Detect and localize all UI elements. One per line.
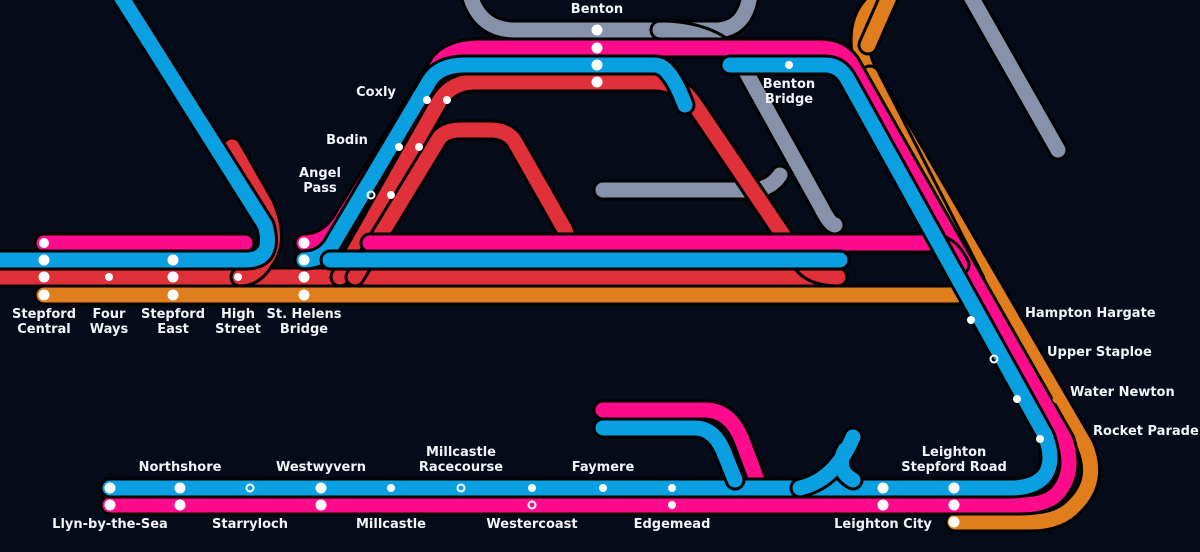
station-label: Four Ways — [89, 307, 129, 337]
station-marker[interactable] — [174, 499, 186, 511]
station-marker[interactable] — [104, 499, 116, 511]
station-marker[interactable] — [591, 59, 603, 71]
station-label: Stepford East — [140, 307, 206, 337]
station-label: Llyn-by-the-Sea — [52, 517, 168, 532]
station-marker[interactable] — [104, 482, 116, 494]
station-marker[interactable] — [1036, 435, 1044, 443]
station-marker[interactable] — [1052, 394, 1062, 404]
station-label: Bodin — [326, 133, 368, 148]
station-marker[interactable] — [423, 96, 431, 104]
station-label: Millcastle — [355, 517, 427, 532]
pink-line-loop — [595, 402, 768, 496]
station-marker[interactable] — [443, 96, 451, 104]
station-marker[interactable] — [527, 500, 537, 510]
station-marker[interactable] — [395, 143, 403, 151]
station-marker[interactable] — [167, 289, 179, 301]
station-marker[interactable] — [298, 289, 310, 301]
blue-line-east — [102, 57, 1058, 496]
station-marker[interactable] — [456, 483, 466, 493]
station-label: Starryloch — [212, 517, 288, 532]
station-marker[interactable] — [668, 501, 676, 509]
station-marker[interactable] — [167, 254, 179, 266]
orange-line-north — [860, 0, 896, 53]
station-label: Northshore — [138, 460, 222, 475]
station-marker[interactable] — [967, 316, 975, 324]
station-marker[interactable] — [38, 254, 50, 266]
station-marker[interactable] — [785, 61, 793, 69]
station-marker[interactable] — [415, 143, 423, 151]
station-marker[interactable] — [234, 273, 242, 281]
station-label: Stepford Central — [11, 307, 77, 337]
station-marker[interactable] — [38, 271, 50, 283]
station-markers — [38, 24, 1062, 528]
blue-line-loop — [595, 420, 743, 488]
station-label: Hampton Hargate — [1025, 306, 1156, 321]
station-label: Upper Staploe — [1047, 345, 1152, 360]
station-marker[interactable] — [591, 24, 603, 36]
blue-line-spur — [792, 429, 861, 496]
station-marker[interactable] — [39, 238, 49, 248]
station-marker[interactable] — [167, 271, 179, 283]
station-marker[interactable] — [298, 254, 310, 266]
station-label: Leighton Stepford Road — [901, 445, 1007, 475]
station-label: Benton Bridge — [762, 77, 816, 107]
station-marker[interactable] — [599, 484, 607, 492]
station-marker[interactable] — [387, 191, 395, 199]
station-marker[interactable] — [877, 482, 889, 494]
station-marker[interactable] — [591, 42, 603, 54]
station-marker[interactable] — [877, 499, 889, 511]
station-marker[interactable] — [1013, 395, 1021, 403]
station-label: Water Newton — [1070, 385, 1175, 400]
station-marker[interactable] — [174, 482, 186, 494]
grey-line-benton-loop — [463, 0, 757, 38]
station-marker[interactable] — [528, 484, 536, 492]
station-marker[interactable] — [948, 516, 960, 528]
station-label: Edgemead — [633, 517, 711, 532]
station-marker[interactable] — [38, 289, 50, 301]
blue-line-west-casing — [0, 0, 278, 271]
station-marker[interactable] — [315, 482, 327, 494]
station-marker[interactable] — [298, 237, 310, 249]
station-marker[interactable] — [315, 499, 327, 511]
station-label: Millcastle Racecourse — [418, 445, 504, 475]
station-label: Benton — [570, 2, 624, 17]
station-label: Leighton City — [834, 517, 932, 532]
station-marker[interactable] — [298, 271, 310, 283]
station-label: Rocket Parade — [1093, 424, 1199, 439]
blue-line-west — [0, 0, 275, 268]
station-label: Westercoast — [486, 517, 578, 532]
station-marker[interactable] — [591, 76, 603, 88]
orange-line-east — [852, 0, 1099, 530]
station-label: Coxly — [356, 85, 396, 100]
station-label: Westwyvern — [275, 460, 367, 475]
station-marker[interactable] — [948, 482, 960, 494]
station-marker[interactable] — [366, 190, 376, 200]
station-label: Angel Pass — [299, 166, 341, 196]
station-marker[interactable] — [105, 273, 113, 281]
grey-line-northeast — [964, 0, 1066, 158]
station-label: Faymere — [571, 460, 635, 475]
station-marker[interactable] — [245, 483, 255, 493]
station-marker[interactable] — [948, 499, 960, 511]
station-marker[interactable] — [387, 484, 395, 492]
station-label: High Street — [215, 307, 261, 337]
station-label: St. Helens Bridge — [266, 307, 342, 337]
station-marker[interactable] — [989, 354, 999, 364]
station-marker[interactable] — [668, 484, 676, 492]
